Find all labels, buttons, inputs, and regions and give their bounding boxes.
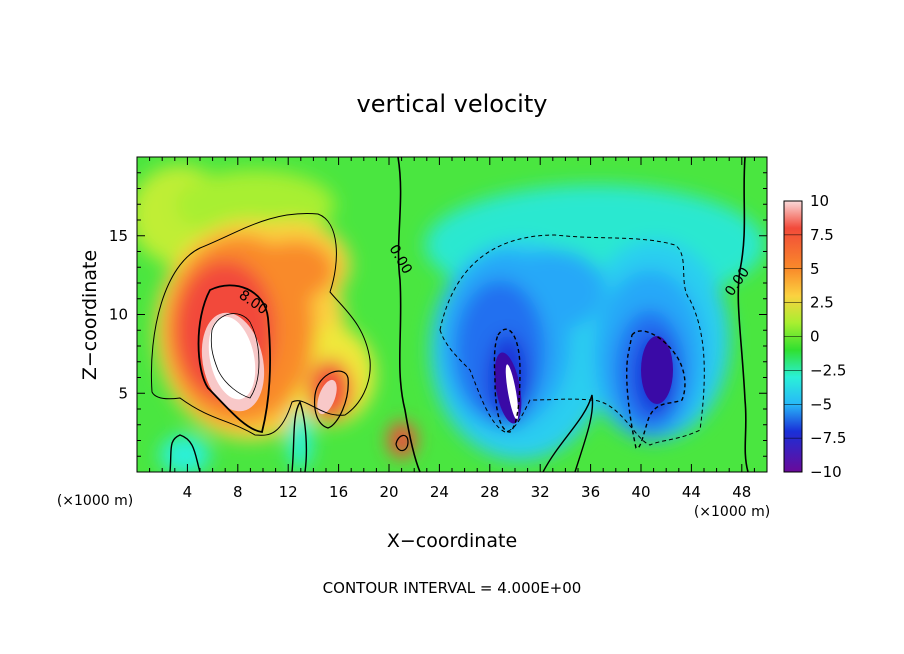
downdraft-core-right	[641, 336, 673, 404]
y-tick-label: 5	[118, 384, 128, 402]
downdraft-core-white	[505, 364, 519, 420]
updraft-core-white	[208, 316, 256, 400]
colorbar-tick-label: 7.5	[810, 226, 834, 244]
x-tick-label: 40	[631, 483, 650, 501]
x-tick-label: 36	[581, 483, 600, 501]
updraft-core-small	[317, 379, 337, 415]
contour-lines	[150, 157, 749, 472]
colorbar-tick-label: −10	[810, 463, 842, 481]
chart-title: vertical velocity	[357, 90, 548, 118]
colorbar-tick-label: 2.5	[810, 294, 834, 312]
y-unit-label: (×1000 m)	[57, 493, 133, 509]
x-tick-label: 48	[732, 483, 751, 501]
x-tick-label: 8	[233, 483, 243, 501]
x-tick-label: 4	[183, 483, 193, 501]
colorbar-tick-label: 5	[810, 260, 820, 278]
x-tick-label: 32	[531, 483, 550, 501]
colorbar-tick-label: −2.5	[810, 361, 846, 379]
x-tick-label: 24	[430, 483, 449, 501]
x-tick-label: 12	[279, 483, 298, 501]
y-axis: 5 10 15	[109, 156, 767, 473]
y-tick-label: 10	[109, 306, 128, 324]
y-tick-label: 15	[109, 227, 128, 245]
colorbar-tick-label: 0	[810, 328, 820, 346]
colorbar-tick-label: 10	[810, 192, 829, 210]
colorbar-tick-label: −7.5	[810, 429, 846, 447]
colorbar-tick-label: −5	[810, 395, 832, 413]
x-axis: 4 8 12 16 20 24 28 32 36 40 44 48	[136, 157, 768, 501]
x-tick-label: 44	[682, 483, 701, 501]
heatmap-field: 8.00 0.00 0.00	[137, 157, 767, 472]
x-tick-label: 16	[329, 483, 348, 501]
y-axis-title: Z−coordinate	[79, 250, 101, 380]
x-axis-title: X−coordinate	[387, 530, 517, 552]
contour-interval-label: CONTOUR INTERVAL = 4.000E+00	[323, 579, 582, 597]
x-unit-label: (×1000 m)	[694, 504, 770, 520]
x-tick-label: 28	[480, 483, 499, 501]
colorbar-ticks: 10 7.5 5 2.5 0 −2.5 −5 −7.5 −10	[784, 192, 846, 481]
x-tick-label: 20	[379, 483, 398, 501]
